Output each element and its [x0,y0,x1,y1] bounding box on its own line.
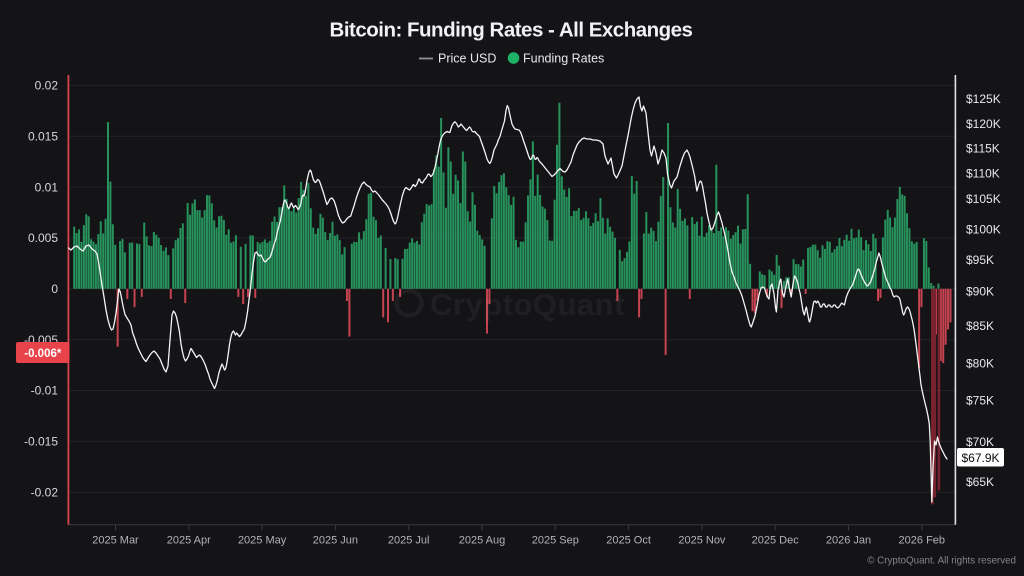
svg-text:$125K: $125K [966,92,1001,106]
svg-text:0: 0 [51,282,58,296]
svg-text:-0.01: -0.01 [31,384,59,398]
svg-text:Price USD: Price USD [438,52,496,66]
svg-text:$80K: $80K [966,356,994,370]
svg-text:$70K: $70K [966,435,994,449]
svg-text:$100K: $100K [966,222,1001,236]
svg-text:2025 Nov: 2025 Nov [678,535,726,547]
svg-text:$95K: $95K [966,253,994,267]
svg-text:$85K: $85K [966,319,994,333]
svg-text:-0.006*: -0.006* [24,348,62,360]
svg-text:2025 Dec: 2025 Dec [752,535,800,547]
svg-text:$75K: $75K [966,393,994,407]
svg-text:$65K: $65K [966,475,994,489]
svg-text:$115K: $115K [966,141,1000,155]
svg-text:2025 Jun: 2025 Jun [313,535,358,547]
svg-text:$105K: $105K [966,192,1001,206]
svg-text:-0.015: -0.015 [24,435,58,449]
svg-text:2025 Aug: 2025 Aug [459,535,506,547]
svg-text:$90K: $90K [966,284,994,298]
svg-text:2025 Oct: 2025 Oct [606,535,651,547]
svg-text:0.015: 0.015 [28,130,58,144]
svg-text:2025 Jul: 2025 Jul [388,535,430,547]
svg-text:0.01: 0.01 [35,180,59,194]
svg-text:Bitcoin: Funding Rates - All E: Bitcoin: Funding Rates - All Exchanges [330,19,693,42]
svg-text:$120K: $120K [966,117,1001,131]
svg-text:2026 Feb: 2026 Feb [899,535,945,547]
svg-text:2025 Mar: 2025 Mar [92,535,139,547]
svg-text:-0.02: -0.02 [31,485,59,499]
svg-text:$110K: $110K [966,166,1000,180]
svg-text:CryptoQuant: CryptoQuant [430,287,625,322]
svg-text:Funding Rates: Funding Rates [523,52,604,66]
svg-text:© CryptoQuant. All rights rese: © CryptoQuant. All rights reserved [867,556,1016,567]
svg-text:2025 Sep: 2025 Sep [532,535,579,547]
svg-text:$67.9K: $67.9K [961,451,999,465]
svg-text:2025 Apr: 2025 Apr [167,535,211,547]
svg-text:0.02: 0.02 [35,79,59,93]
svg-text:2026 Jan: 2026 Jan [826,535,871,547]
svg-text:0.005: 0.005 [28,231,58,245]
svg-text:2025 May: 2025 May [238,535,287,547]
